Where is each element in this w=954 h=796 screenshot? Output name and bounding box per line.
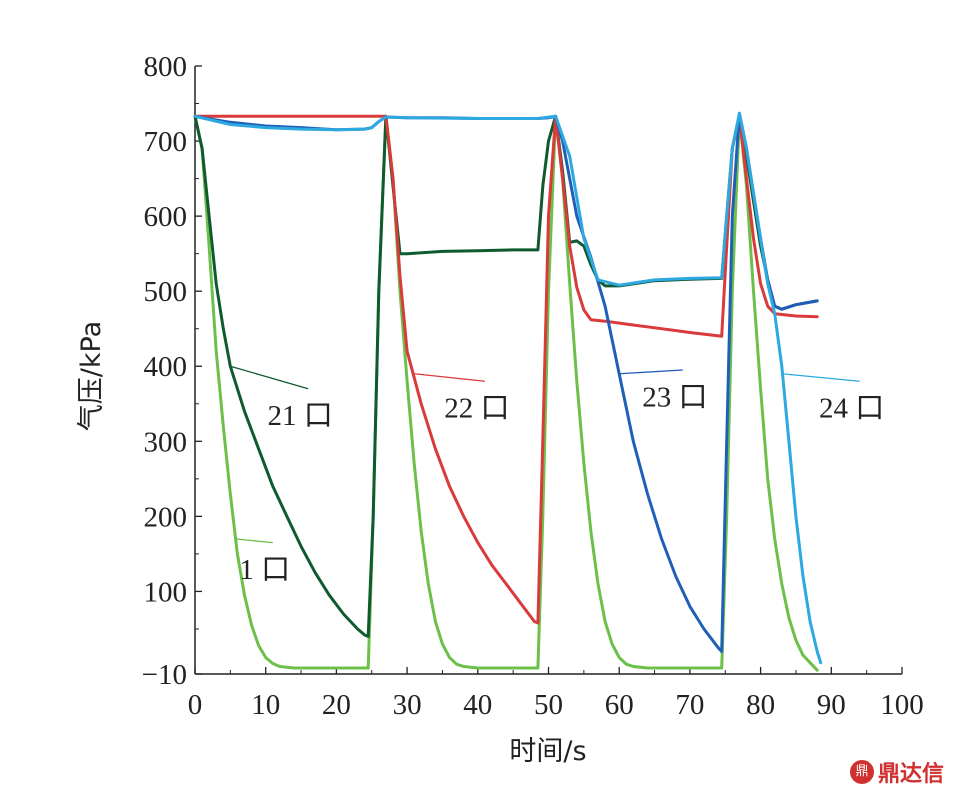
x-tick-label: 100	[880, 689, 924, 721]
annotation-label-2: 23 口	[642, 381, 707, 413]
y-axis-title: 气压/kPa	[76, 321, 107, 431]
x-tick-label: 60	[605, 689, 634, 721]
plot-area	[193, 111, 823, 672]
series-line-2	[193, 114, 819, 625]
logo-text: 鼎达信	[877, 762, 944, 787]
annotations: 21 口 22 口 23 口 24 口 1 口	[230, 365, 884, 586]
logo-icon: 鼎	[849, 760, 874, 784]
axes: 0 10 20 30 40 50 60 70 80 90 100 −10 100 200 300 400 500…	[142, 51, 924, 721]
x-tick-label: 10	[251, 689, 280, 721]
annotation-leader-0	[230, 365, 309, 390]
y-tick-label: 400	[144, 351, 188, 383]
y-tick-label: 100	[144, 576, 188, 608]
y-tick-label: −10	[142, 659, 187, 691]
x-tick-label: 80	[746, 689, 775, 721]
annotation-leader-2	[619, 369, 683, 375]
x-axis-title: 时间/s	[509, 736, 586, 767]
y-tick-label: 600	[144, 201, 188, 233]
annotation-leader-4	[234, 538, 273, 544]
watermark-logo: 鼎 鼎达信	[849, 756, 944, 788]
annotation-leader-1	[414, 373, 485, 382]
annotation-label-4: 1 口	[239, 554, 290, 586]
y-tick-label: 800	[144, 51, 188, 83]
x-tick-label: 70	[675, 689, 704, 721]
y-tick-label: 700	[144, 126, 188, 158]
x-tick-label: 20	[322, 689, 351, 721]
series-line-4	[193, 111, 823, 665]
x-tick-label: 0	[188, 689, 203, 721]
annotation-label-3: 24 口	[819, 393, 884, 425]
annotation-leader-3	[781, 373, 860, 382]
y-tick-label: 300	[144, 426, 188, 458]
annotation-label-1: 22 口	[444, 393, 509, 425]
x-tick-label: 40	[463, 689, 492, 721]
y-tick-label: 500	[144, 276, 188, 308]
y-tick-label: 200	[144, 501, 188, 533]
x-tick-label: 30	[393, 689, 422, 721]
x-tick-label: 50	[534, 689, 563, 721]
x-tick-label: 90	[817, 689, 846, 721]
annotation-label-0: 21 口	[267, 400, 332, 432]
